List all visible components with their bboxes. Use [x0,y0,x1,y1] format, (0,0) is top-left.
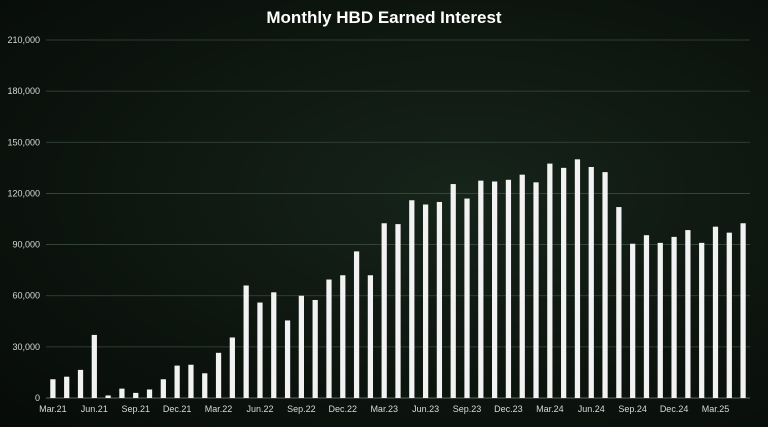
x-tick-label: Dec.23 [494,404,523,414]
bar [91,334,97,398]
bar [574,159,581,398]
bar [367,275,374,398]
bar [243,285,249,398]
y-tick-label: 60,000 [12,291,40,301]
bar [340,275,346,398]
bar [616,207,622,398]
bar [64,376,70,398]
x-tick-label: Mar.24 [536,404,564,414]
bar [685,230,691,398]
bar [712,226,719,398]
bar [215,352,222,398]
bar [478,180,484,398]
bar [257,302,263,398]
x-tick-label: Jun.23 [412,404,439,414]
bar [630,243,636,398]
bar [119,388,125,398]
bar [450,184,456,398]
bars [50,159,746,398]
x-tick-label: Jun.24 [578,404,605,414]
x-tick-label: Jun.22 [246,404,273,414]
bar [77,369,84,398]
x-tick-label: Sep.22 [287,404,316,414]
chart-title: Monthly HBD Earned Interest [266,8,502,27]
bar [547,163,553,398]
bar [409,200,415,398]
bar [602,172,608,398]
bar [146,389,153,398]
y-axis-tick-labels: 0 30,000 60,000 90,000 120,000 150,000 180,000… [7,35,40,403]
x-tick-label: Sep.21 [121,404,150,414]
bar [160,379,166,398]
bar [284,320,291,398]
x-axis-tick-labels: Mar.21 Jun.21 Sep.21 Dec.21 Mar.22 Jun.22 Sep.… [39,404,729,414]
x-tick-label: Mar.21 [39,404,67,414]
bar [561,167,567,398]
y-tick-label: 210,000 [7,35,40,45]
bar [202,373,208,398]
x-tick-label: Sep.24 [618,404,647,414]
bar [422,204,429,398]
x-tick-label: Dec.21 [163,404,192,414]
bar [312,299,318,398]
bar [326,279,332,398]
bar [298,295,304,398]
bar [657,242,663,398]
bar [519,174,525,398]
y-tick-label: 180,000 [7,86,40,96]
bar [699,242,705,398]
bar [588,167,594,398]
x-tick-label: Mar.25 [702,404,730,414]
x-tick-label: Mar.22 [205,404,233,414]
bar [643,235,650,398]
bar [436,201,443,398]
y-tick-label: 90,000 [12,240,40,250]
x-tick-label: Sep.23 [453,404,482,414]
y-tick-label: 0 [35,393,40,403]
bar [505,179,512,398]
bar [133,392,139,398]
bar [188,364,194,398]
bar [381,223,387,398]
bar [353,251,360,398]
x-tick-label: Dec.24 [660,404,689,414]
x-tick-label: Mar.23 [370,404,398,414]
x-tick-label: Dec.22 [329,404,358,414]
bar [395,224,401,398]
bar [229,337,235,398]
bar [50,379,56,398]
y-tick-label: 120,000 [7,188,40,198]
bar [533,182,539,398]
y-tick-label: 150,000 [7,137,40,147]
bar [740,223,746,398]
bar [492,181,498,398]
y-tick-label: 30,000 [12,342,40,352]
bar [671,236,677,398]
bar [105,395,111,398]
bar [464,198,470,398]
x-tick-label: Jun.21 [81,404,108,414]
bar [271,292,277,398]
bar [726,232,732,398]
bar [174,365,180,398]
